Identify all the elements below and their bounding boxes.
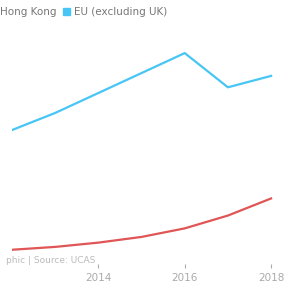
Legend: Hong Kong, EU (excluding UK): Hong Kong, EU (excluding UK) [0,7,168,17]
Text: phic | Source: UCAS: phic | Source: UCAS [6,256,96,265]
